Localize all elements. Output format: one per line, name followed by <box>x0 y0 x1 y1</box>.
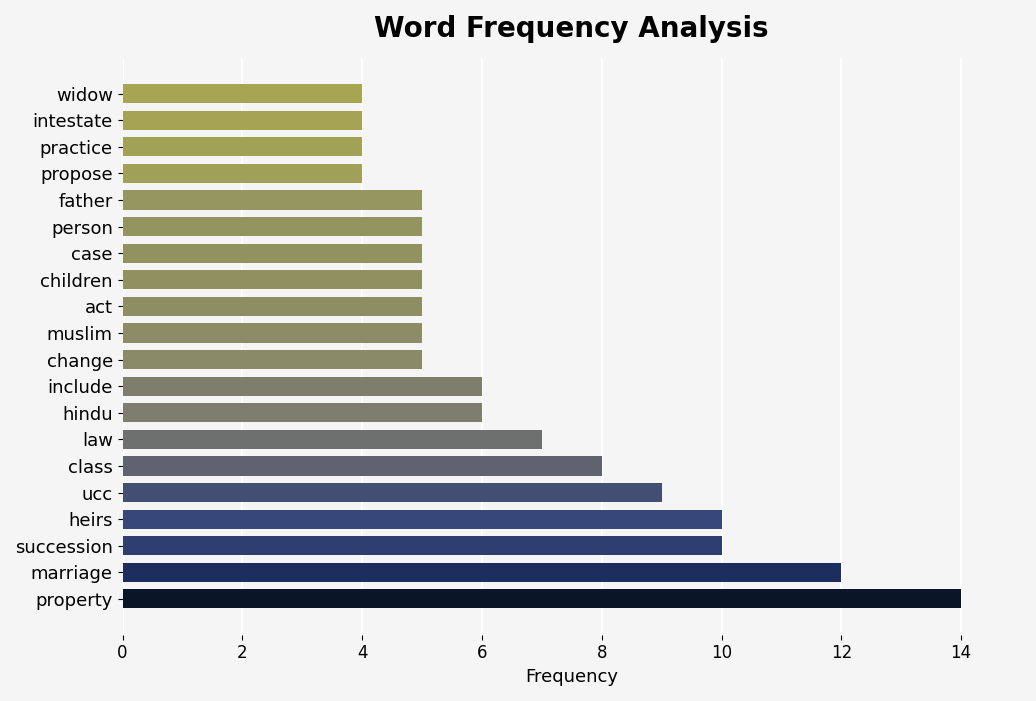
Bar <box>122 270 422 290</box>
Title: Word Frequency Analysis: Word Frequency Analysis <box>374 15 769 43</box>
Bar <box>122 164 363 183</box>
Bar <box>122 590 961 608</box>
Bar <box>122 323 422 343</box>
Bar <box>122 483 662 502</box>
Bar <box>122 376 482 396</box>
Bar <box>122 563 841 582</box>
Bar <box>122 536 721 555</box>
X-axis label: Frequency: Frequency <box>525 668 618 686</box>
Bar <box>122 403 482 422</box>
Bar <box>122 84 363 103</box>
Bar <box>122 137 363 156</box>
Bar <box>122 430 542 449</box>
Bar <box>122 191 422 210</box>
Bar <box>122 297 422 316</box>
Bar <box>122 244 422 263</box>
Bar <box>122 456 602 475</box>
Bar <box>122 217 422 236</box>
Bar <box>122 510 721 529</box>
Bar <box>122 350 422 369</box>
Bar <box>122 111 363 130</box>
